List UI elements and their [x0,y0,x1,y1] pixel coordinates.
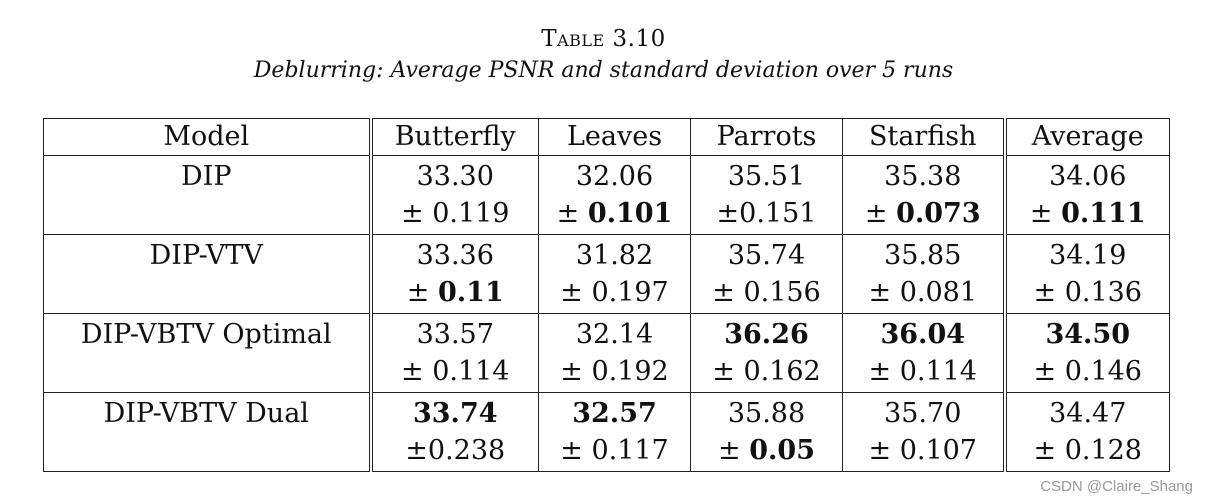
std-deviation-bold-value: 0.05 [749,435,815,466]
std-deviation: ± 0.114 [868,356,977,387]
psnr-value: 35.70 [884,398,962,429]
model-name-cell: DIP-VBTV Dual [43,392,373,472]
butterfly-cell: 33.57 ± 0.114 [370,313,539,393]
column-header-starfish: Starfish [842,118,1007,156]
plus-minus-sign: ± [718,435,750,466]
std-deviation: ± 0.05 [691,432,842,469]
table-row: DIP-VBTV Optimal 33.57 ± 0.114 32.14 ± 0.192… [43,313,1170,393]
std-deviation: ± 0.128 [1033,435,1142,466]
psnr-value: 34.47 [1049,398,1127,429]
column-header-model: Model [43,118,373,156]
model-name-cell: DIP-VTV [43,234,373,314]
starfish-cell: 35.38 ± 0.073 [842,155,1007,235]
psnr-value: 35.38 [884,161,962,192]
table-caption-text: Deblurring: Average PSNR and standard de… [253,58,954,83]
leaves-cell: 32.06 ± 0.101 [538,155,691,235]
starfish-cell: 35.85 ± 0.081 [842,234,1007,314]
std-deviation: ± 0.11 [373,274,539,311]
std-deviation: ± 0.119 [400,198,510,229]
std-deviation: ± 0.162 [712,356,821,387]
std-deviation: ± 0.197 [560,277,669,308]
plus-minus-sign: ± [406,277,438,308]
std-deviation: ± 0.114 [400,356,510,387]
butterfly-cell: 33.74 ±0.238 [370,392,539,472]
psnr-value: 35.88 [727,398,806,429]
std-deviation: ±0.151 [716,198,817,229]
psnr-value: 33.74 [412,398,498,429]
psnr-value: 36.04 [880,319,966,350]
average-cell: 34.47 ± 0.128 [1004,392,1170,472]
table-row: DIP-VBTV Dual 33.74 ±0.238 32.57 ± 0.117 35.8… [43,392,1170,472]
column-header-leaves: Leaves [538,118,691,156]
std-deviation: ± 0.073 [843,195,1003,232]
psnr-value: 34.19 [1049,240,1127,271]
std-deviation: ±0.238 [405,435,506,466]
std-deviation: ± 0.136 [1033,277,1142,308]
watermark: CSDN @Claire_Shang [1040,478,1193,495]
psnr-value: 36.26 [724,319,809,350]
parrots-cell: 36.26 ± 0.162 [690,313,843,393]
average-cell: 34.06 ± 0.111 [1004,155,1170,235]
column-header-parrots: Parrots [690,118,843,156]
std-deviation-bold-value: 0.073 [896,198,981,229]
parrots-cell: 35.88 ± 0.05 [690,392,843,472]
starfish-cell: 36.04 ± 0.114 [842,313,1007,393]
std-deviation-bold-value: 0.111 [1061,198,1146,229]
std-deviation-bold-value: 0.11 [437,277,504,308]
std-deviation-bold-value: 0.101 [587,198,673,229]
std-deviation: ± 0.192 [560,356,669,387]
std-deviation: ± 0.111 [1007,195,1170,232]
header-row: Model Butterfly Leaves Parrots Starfish … [43,118,1170,156]
average-cell: 34.50 ± 0.146 [1004,313,1170,393]
butterfly-cell: 33.30 ± 0.119 [370,155,539,235]
leaves-cell: 31.82 ± 0.197 [538,234,691,314]
parrots-cell: 35.51 ±0.151 [690,155,843,235]
starfish-cell: 35.70 ± 0.107 [842,392,1007,472]
psnr-value: 32.57 [572,398,657,429]
std-deviation: ± 0.156 [712,277,821,308]
psnr-value: 33.57 [416,319,494,350]
psnr-value: 31.82 [575,240,654,271]
std-deviation: ± 0.107 [868,435,977,466]
column-header-average: Average [1004,118,1170,156]
parrots-cell: 35.74 ± 0.156 [690,234,843,314]
std-deviation: ± 0.146 [1033,356,1142,387]
std-deviation: ± 0.101 [539,195,690,232]
model-name-cell: DIP [43,155,373,235]
table-body: DIP 33.30 ± 0.119 32.06 ± 0.101 35.51 ±0.151 35… [43,155,1170,472]
std-deviation: ± 0.117 [560,435,669,466]
results-table: Model Butterfly Leaves Parrots Starfish … [43,118,1170,472]
leaves-cell: 32.14 ± 0.192 [538,313,691,393]
psnr-value: 32.14 [575,319,654,350]
plus-minus-sign: ± [1029,198,1062,229]
psnr-value: 35.85 [884,240,962,271]
table-caption-label: Table 3.10 [541,26,666,52]
average-cell: 34.19 ± 0.136 [1004,234,1170,314]
psnr-value: 35.51 [727,161,806,192]
psnr-value: 34.50 [1045,319,1131,350]
column-header-butterfly: Butterfly [370,118,539,156]
table-row: DIP-VTV 33.36 ± 0.11 31.82 ± 0.197 35.74 ± 0.1… [43,234,1170,314]
plus-minus-sign: ± [864,198,897,229]
psnr-value: 33.36 [416,240,494,271]
butterfly-cell: 33.36 ± 0.11 [370,234,539,314]
model-name-cell: DIP-VBTV Optimal [43,313,373,393]
plus-minus-sign: ± [556,198,588,229]
psnr-value: 33.30 [416,161,494,192]
psnr-value: 34.06 [1049,161,1127,192]
leaves-cell: 32.57 ± 0.117 [538,392,691,472]
table-row: DIP 33.30 ± 0.119 32.06 ± 0.101 35.51 ±0.151 35… [43,155,1170,235]
psnr-value: 32.06 [575,161,654,192]
psnr-value: 35.74 [727,240,806,271]
std-deviation: ± 0.081 [868,277,977,308]
